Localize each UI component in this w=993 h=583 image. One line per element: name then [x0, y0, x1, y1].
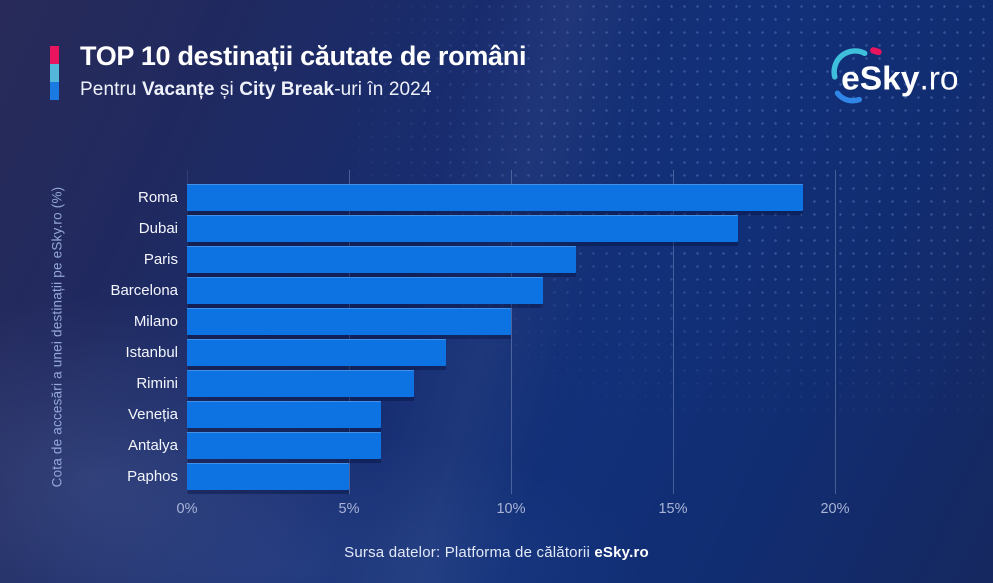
logo-text: eSky.ro: [841, 61, 958, 98]
bar: [187, 184, 803, 211]
bar: [187, 432, 382, 459]
x-axis-ticks: 0% 5% 10% 15% 20%: [177, 501, 850, 519]
accent-blue-block: [50, 82, 59, 100]
accent-color-bar: [50, 46, 59, 100]
bar-row: Rimini: [136, 370, 835, 397]
bar: [187, 277, 544, 304]
tick-label: 15%: [658, 501, 688, 517]
bar: [187, 308, 511, 335]
subtitle-part: -uri în 2024: [334, 78, 432, 100]
subtitle-part-bold: City Break: [239, 78, 335, 100]
bar-row: Dubai: [139, 215, 835, 242]
bar: [187, 401, 382, 428]
accent-pink-block: [50, 46, 59, 64]
logo-dot-pink: [870, 47, 882, 56]
title-block: TOP 10 destinații căutate de români Pent…: [80, 41, 527, 101]
y-axis-label: Cota de accesări a unei destinații pe eS…: [49, 186, 65, 488]
bar: [187, 215, 738, 242]
bar: [187, 463, 349, 490]
logo-arc-cyan: [831, 48, 868, 80]
bar-row: Paphos: [127, 463, 835, 490]
source-text: Sursa datelor: Platforma de călătorii: [344, 544, 595, 561]
source-brand: eSky.ro: [594, 544, 649, 561]
source-note: Sursa datelor: Platforma de călătorii eS…: [0, 544, 993, 561]
esky-logo-icon: eSky.ro: [831, 47, 959, 104]
bar-label: Antalya: [127, 437, 178, 454]
bar-label: Barcelona: [110, 282, 178, 299]
bar-label: Milano: [133, 313, 178, 330]
bar-label: Dubai: [138, 220, 178, 237]
logo-arc-blue: [834, 90, 862, 104]
bar-label: Veneția: [127, 406, 178, 423]
bar-row: Paris: [144, 246, 835, 273]
header: TOP 10 destinații căutate de români Pent…: [50, 41, 527, 101]
tick-label: 20%: [820, 501, 850, 517]
bar-label: Paphos: [127, 468, 178, 485]
bar-row: Milano: [134, 308, 835, 335]
tick-label: 10%: [496, 501, 526, 517]
bar-label: Istanbul: [125, 344, 178, 361]
subtitle-part: Pentru: [80, 78, 142, 100]
bar-row: Veneția: [128, 401, 835, 428]
tick-label: 0%: [176, 501, 198, 517]
page-subtitle: Pentru Vacanțe și City Break-uri în 2024: [80, 79, 526, 101]
bar-row: Roma: [138, 184, 835, 211]
bar-row: Istanbul: [125, 339, 835, 366]
esky-logo: eSky.ro: [823, 40, 959, 112]
gridline: [835, 170, 836, 494]
bar-chart: Roma Dubai Paris Barcelona Milano Istanbul Rim…: [110, 184, 835, 490]
bar-label: Paris: [143, 251, 178, 268]
subtitle-part-bold: Vacanțe: [141, 78, 215, 100]
tick-label: 5%: [338, 501, 360, 517]
bar: [187, 339, 447, 366]
subtitle-part: și: [214, 78, 240, 100]
bar: [187, 370, 414, 397]
page-title: TOP 10 destinații căutate de români: [80, 41, 527, 71]
bar-label: Rimini: [136, 375, 178, 392]
bar-row: Barcelona: [110, 277, 835, 304]
bar: [187, 246, 576, 273]
bar-label: Roma: [137, 189, 178, 206]
accent-cyan-block: [50, 64, 59, 82]
bar-row: Antalya: [128, 432, 835, 459]
